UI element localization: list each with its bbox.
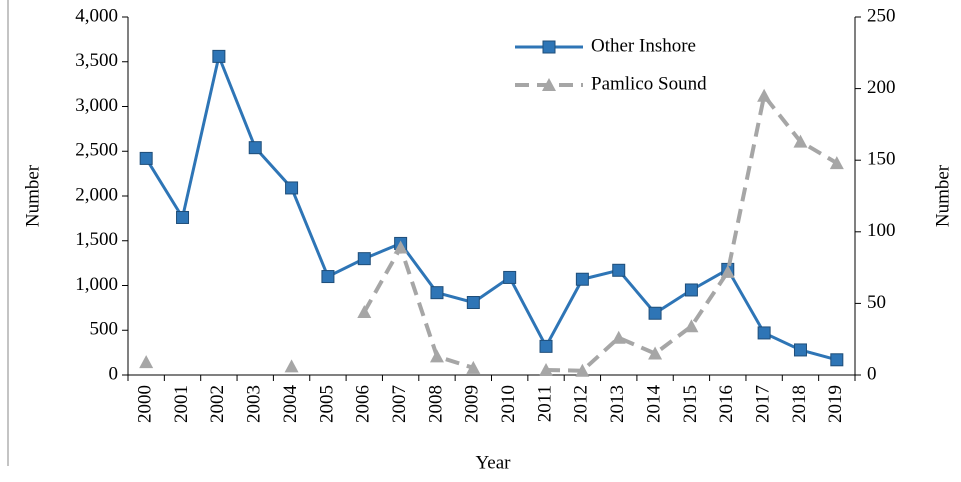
- data-point: [829, 156, 844, 170]
- data-point: [212, 49, 226, 63]
- data-point: [357, 252, 371, 266]
- x-tick-label: 2015: [680, 385, 701, 423]
- x-tick-label: 2006: [353, 385, 374, 423]
- x-tick-label: 2001: [171, 385, 192, 423]
- data-point: [539, 362, 554, 376]
- data-point: [612, 263, 626, 277]
- data-point: [285, 181, 299, 195]
- data-point: [575, 272, 589, 286]
- data-point: [248, 141, 262, 155]
- data-point: [139, 355, 154, 369]
- data-point: [357, 304, 372, 318]
- data-point: [321, 270, 335, 284]
- y-tick-label: 500: [90, 319, 119, 340]
- x-tick-label: 2018: [789, 385, 810, 423]
- y-tick-label: 0: [109, 363, 119, 384]
- legend-marker: [542, 40, 556, 54]
- data-point: [539, 339, 553, 353]
- y2-tick-label: 0: [867, 363, 877, 384]
- data-point: [284, 359, 299, 373]
- data-point: [466, 360, 481, 374]
- x-tick-label: 2008: [425, 385, 446, 423]
- x-tick-label: 2017: [752, 385, 773, 423]
- data-point: [429, 349, 444, 363]
- data-point: [503, 270, 517, 284]
- y2-axis-label: Number: [932, 164, 953, 227]
- data-point: [393, 240, 408, 254]
- series-line: [144, 51, 838, 362]
- data-point: [793, 343, 807, 357]
- data-point: [611, 330, 626, 344]
- data-point: [757, 326, 771, 340]
- legend-marker: [542, 78, 556, 91]
- x-tick-label: 2005: [316, 385, 337, 423]
- y-tick-label: 1,500: [75, 229, 118, 250]
- y-tick-label: 4,000: [75, 5, 118, 26]
- data-point: [684, 283, 698, 297]
- y2-tick-label: 250: [867, 5, 896, 26]
- data-point: [139, 151, 153, 165]
- y2-tick-label: 100: [867, 220, 896, 241]
- x-tick-label: 2012: [571, 385, 592, 423]
- x-tick-label: 2007: [389, 385, 410, 423]
- data-point: [830, 353, 844, 367]
- x-tick-label: 2009: [462, 385, 483, 423]
- data-point: [757, 88, 772, 102]
- x-tick-label: 2014: [643, 385, 664, 424]
- y-tick-label: 3,500: [75, 50, 118, 71]
- series-line: [362, 91, 838, 373]
- legend-label: Pamlico Sound: [591, 73, 707, 94]
- y-axis-label: Number: [22, 164, 43, 227]
- x-tick-label: 2010: [498, 385, 519, 423]
- y-tick-label: 3,000: [75, 95, 118, 116]
- data-point: [430, 286, 444, 300]
- y2-tick-label: 150: [867, 149, 896, 170]
- x-tick-label: 2003: [244, 385, 265, 423]
- data-point: [176, 210, 190, 224]
- x-tick-label: 2002: [207, 385, 228, 423]
- y-tick-label: 2,000: [75, 184, 118, 205]
- data-point: [575, 363, 590, 377]
- data-point: [720, 264, 735, 278]
- y2-tick-label: 200: [867, 77, 896, 98]
- data-point: [684, 319, 699, 333]
- x-tick-label: 2019: [825, 385, 846, 423]
- data-point: [466, 296, 480, 310]
- x-tick-label: 2000: [135, 385, 156, 423]
- x-tick-label: 2004: [280, 385, 301, 424]
- y-tick-label: 2,500: [75, 140, 118, 161]
- x-tick-label: 2011: [534, 385, 555, 422]
- x-axis-label: Year: [475, 452, 511, 473]
- legend-label: Other Inshore: [591, 35, 696, 56]
- x-tick-label: 2013: [607, 385, 628, 423]
- y2-tick-label: 50: [867, 292, 886, 313]
- y-tick-label: 1,000: [75, 274, 118, 295]
- data-point: [648, 346, 663, 360]
- data-point: [648, 306, 662, 320]
- x-tick-label: 2016: [716, 385, 737, 423]
- data-point: [793, 134, 808, 148]
